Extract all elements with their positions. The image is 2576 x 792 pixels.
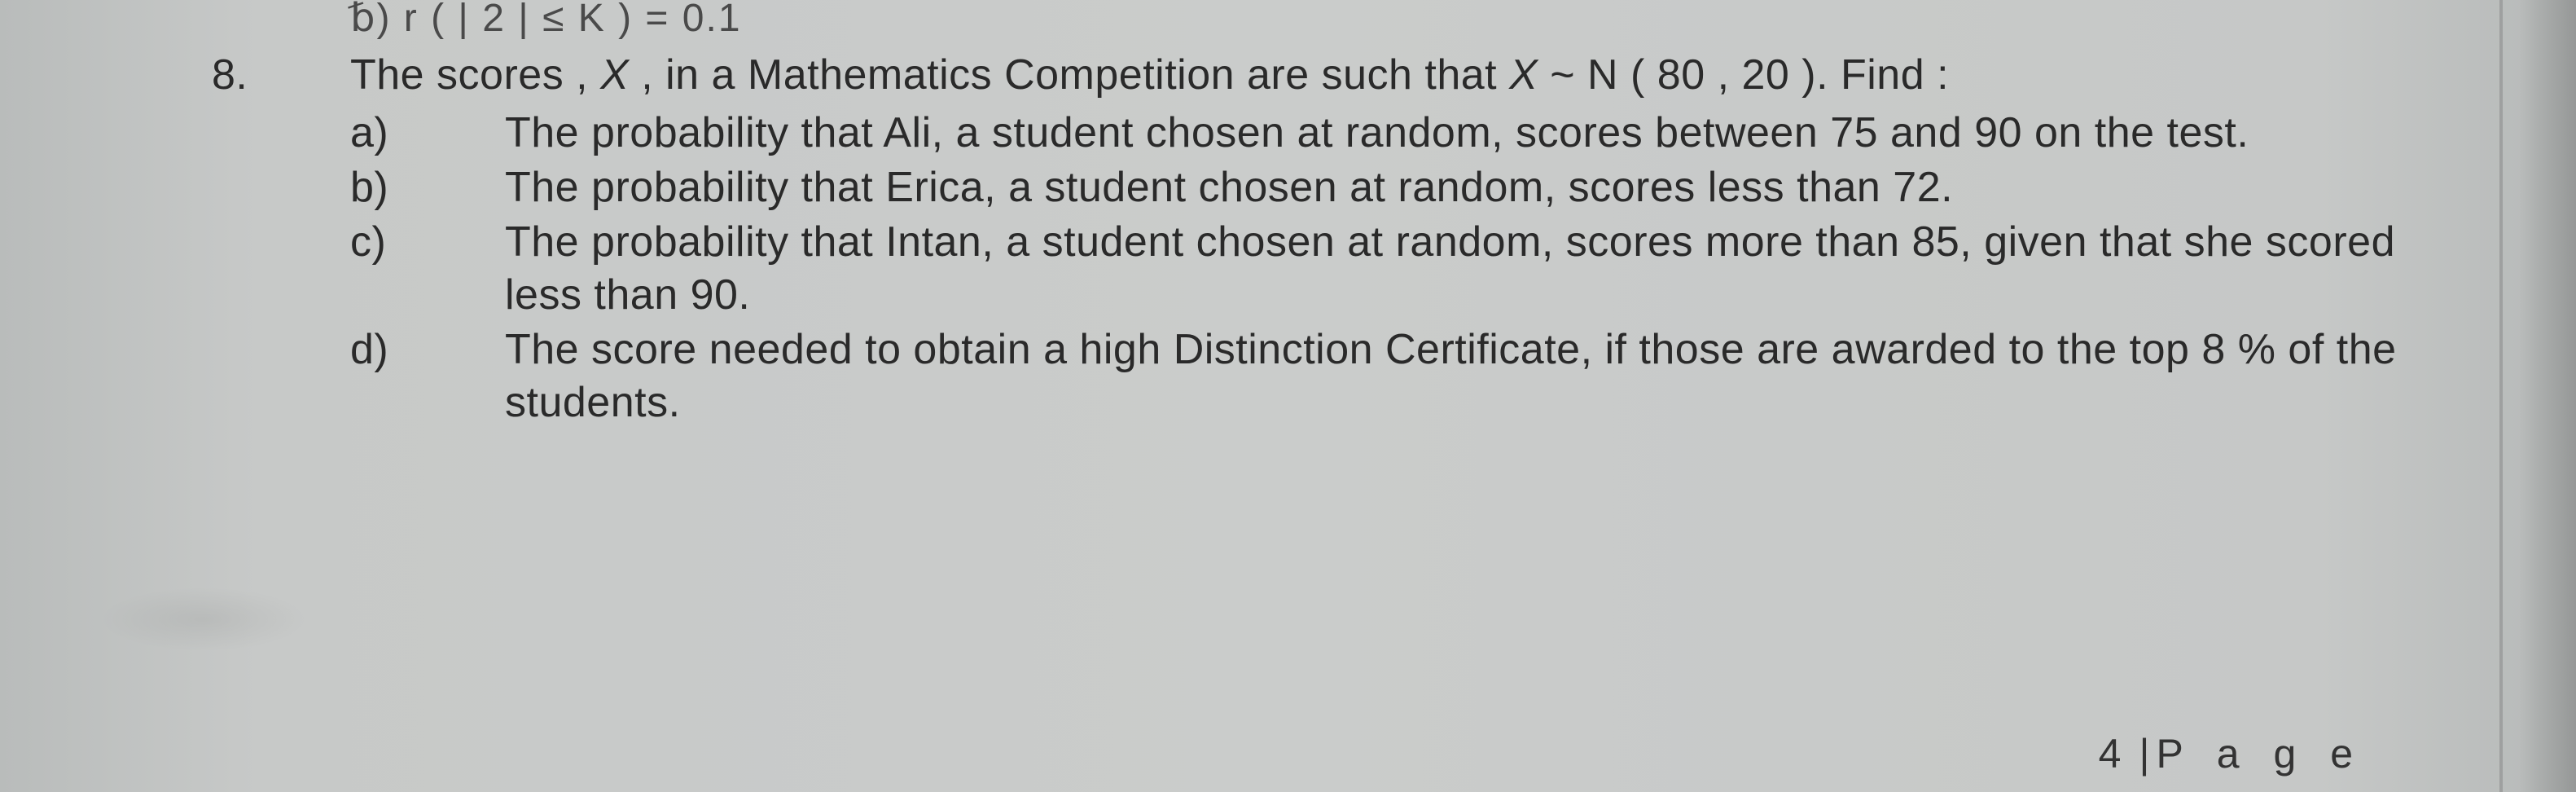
part-label: a): [350, 107, 505, 160]
part-text: The probability that Erica, a student ch…: [505, 161, 2462, 214]
page-edge-line: [2499, 0, 2503, 792]
part-text: The score needed to obtain a high Distin…: [505, 323, 2462, 429]
scanned-page: ␢) r ( | 2 | ≤ K ) = 0.1 8. The scores ,…: [0, 0, 2576, 792]
part-text: The probability that Intan, a student ch…: [505, 216, 2462, 322]
footer-label: P a g e: [2156, 731, 2364, 777]
spacer: [212, 105, 350, 429]
stem-text: The scores ,: [350, 51, 600, 99]
parts-column: a) The probability that Ali, a student c…: [350, 105, 2462, 429]
part-label: d): [350, 323, 505, 429]
stem-text: ~ N ( 80 , 20 ). Find :: [1538, 51, 1949, 99]
question-stem: The scores , X , in a Mathematics Compet…: [350, 49, 2462, 102]
footer-separator: |: [2139, 731, 2149, 777]
page-edge-shadow: [2519, 0, 2576, 792]
variable-x: X: [1509, 51, 1538, 99]
cutoff-previous-line: ␢) r ( | 2 | ≤ K ) = 0.1: [350, 0, 742, 41]
scan-smudge: [98, 587, 309, 652]
spacer-row: a) The probability that Ali, a student c…: [212, 105, 2462, 429]
part-a: a) The probability that Ali, a student c…: [350, 107, 2462, 160]
part-label: c): [350, 216, 505, 322]
part-label: b): [350, 161, 505, 214]
stem-text: , in a Mathematics Competition are such …: [629, 51, 1509, 99]
page-number: 4: [2099, 731, 2133, 777]
question-number: 8.: [212, 49, 350, 102]
part-text: The probability that Ali, a student chos…: [505, 107, 2462, 160]
part-b: b) The probability that Erica, a student…: [350, 161, 2462, 214]
part-d: d) The score needed to obtain a high Dis…: [350, 323, 2462, 429]
variable-x: X: [600, 51, 629, 99]
question-8: 8. The scores , X , in a Mathematics Com…: [212, 49, 2462, 429]
part-c: c) The probability that Intan, a student…: [350, 216, 2462, 322]
page-footer: 4|P a g e: [2099, 730, 2364, 777]
question-stem-row: 8. The scores , X , in a Mathematics Com…: [212, 49, 2462, 102]
sub-parts: a) The probability that Ali, a student c…: [212, 105, 2462, 429]
